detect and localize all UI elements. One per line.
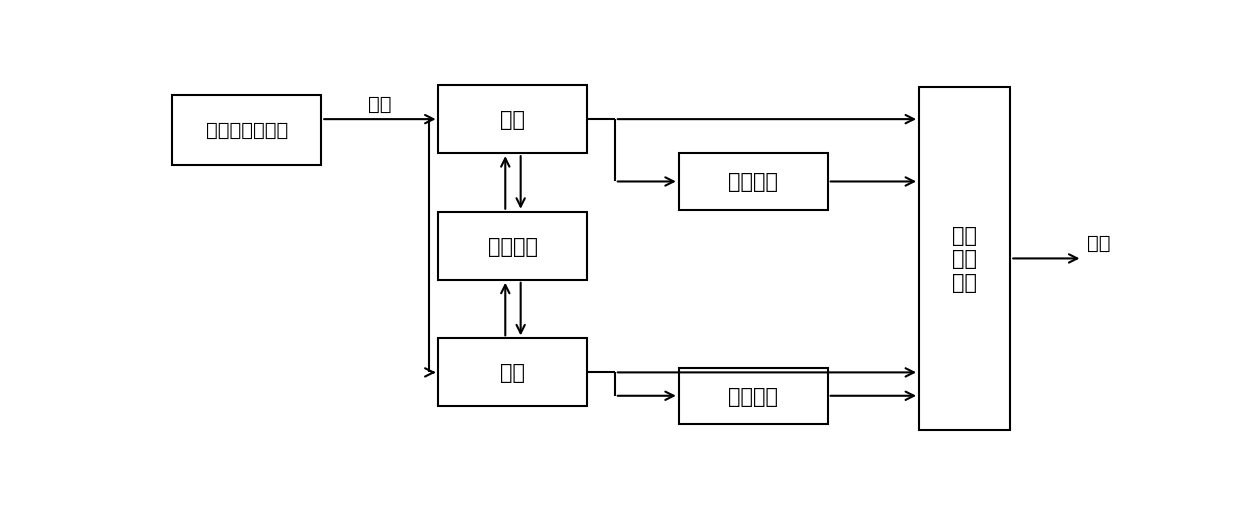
Text: 主机: 主机	[501, 110, 526, 130]
Text: 通讯模块: 通讯模块	[489, 236, 538, 256]
Text: 模拟量和数字量: 模拟量和数字量	[206, 121, 288, 140]
Text: 仲裁
切换
电路: 仲裁 切换 电路	[952, 226, 977, 292]
Text: 输出: 输出	[1087, 234, 1111, 253]
Text: 副机: 副机	[501, 363, 526, 383]
Bar	[439, 86, 588, 154]
Bar	[439, 339, 588, 407]
Text: 输入: 输入	[368, 95, 392, 114]
Bar	[678, 154, 828, 210]
Text: 故障检测: 故障检测	[728, 386, 779, 406]
Bar	[678, 368, 828, 424]
Bar	[172, 95, 321, 166]
Bar	[439, 212, 588, 280]
Text: 故障检测: 故障检测	[728, 172, 779, 192]
Bar	[919, 88, 1011, 430]
